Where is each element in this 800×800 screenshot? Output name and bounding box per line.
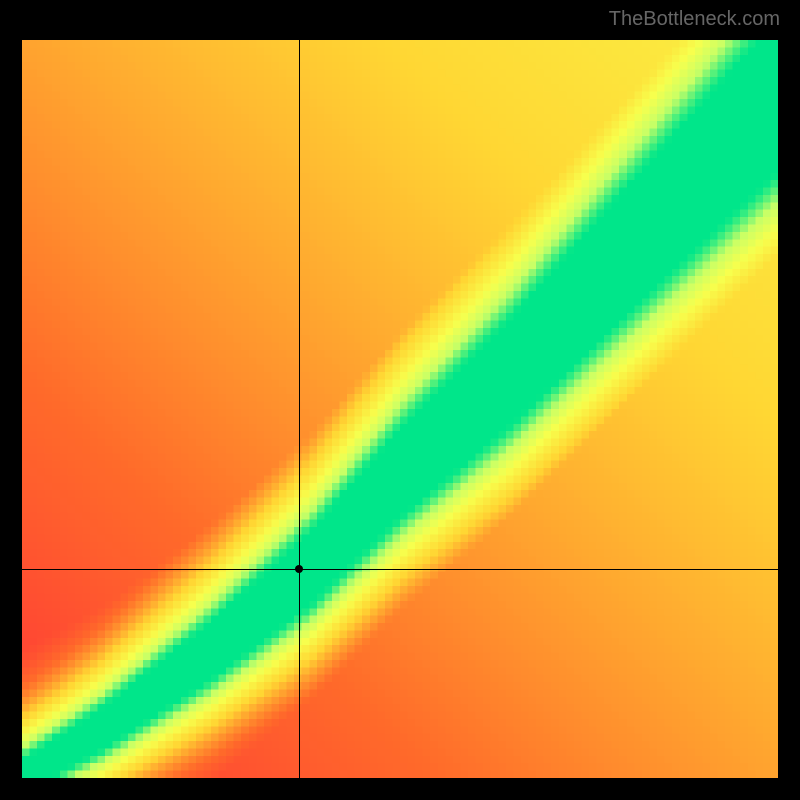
heatmap-canvas	[22, 40, 778, 778]
crosshair-horizontal	[22, 569, 778, 570]
watermark-text: TheBottleneck.com	[609, 8, 780, 31]
selection-marker-dot	[295, 565, 303, 573]
bottleneck-heatmap-plot	[22, 40, 778, 778]
crosshair-vertical	[299, 40, 300, 778]
